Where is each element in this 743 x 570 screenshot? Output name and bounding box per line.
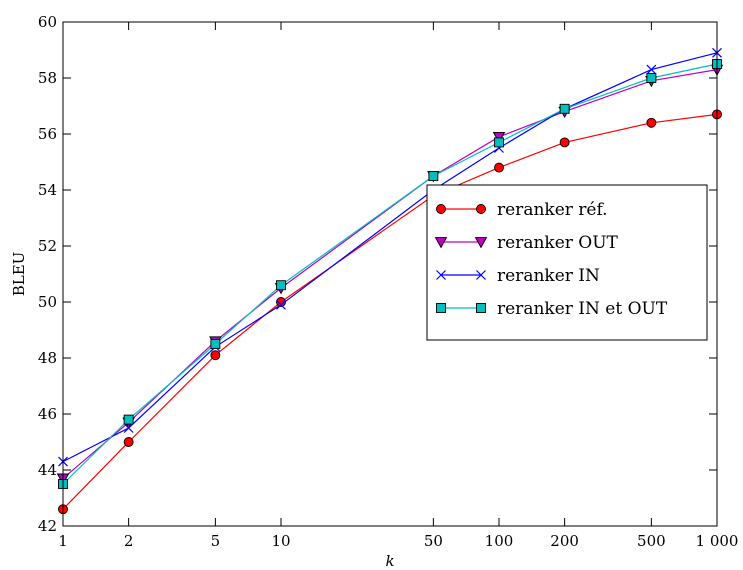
y-tick-label: 54 bbox=[38, 181, 57, 199]
x-tick-label: 5 bbox=[211, 532, 221, 550]
y-tick-label: 44 bbox=[38, 461, 57, 479]
legend-label: reranker réf. bbox=[497, 200, 608, 220]
legend: reranker réf. reranker OUT reranker IN rera… bbox=[426, 184, 708, 341]
data-point bbox=[559, 103, 570, 114]
ticks-layer: 42 44 46 48 50 52 54 56 58 60 1 2 5 10 50 100 200 500 1 00… bbox=[38, 13, 739, 550]
y-tick-label: 42 bbox=[38, 517, 57, 535]
data-point bbox=[123, 437, 134, 447]
data-point bbox=[646, 117, 657, 128]
legend-item: reranker réf. bbox=[436, 200, 608, 220]
legend-item: reranker IN bbox=[436, 266, 600, 286]
data-point bbox=[646, 64, 657, 75]
x-tick-label: 2 bbox=[124, 532, 134, 550]
y-tick-label: 56 bbox=[38, 125, 57, 143]
data-point bbox=[123, 414, 134, 425]
x-tick-label: 200 bbox=[550, 532, 579, 550]
legend-marker bbox=[436, 303, 446, 313]
legend-label: reranker IN bbox=[497, 266, 600, 286]
x-tick-label: 10 bbox=[271, 532, 290, 550]
legend-marker bbox=[476, 303, 486, 313]
x-tick-label: 50 bbox=[424, 532, 443, 550]
data-point bbox=[123, 423, 134, 433]
legend-marker bbox=[474, 237, 488, 249]
data-point bbox=[428, 171, 439, 181]
data-point bbox=[210, 339, 221, 349]
legend-marker bbox=[436, 204, 446, 214]
data-point bbox=[559, 137, 570, 148]
y-tick-label: 46 bbox=[38, 405, 57, 423]
x-axis-label: k bbox=[385, 552, 394, 570]
data-point bbox=[494, 137, 504, 148]
legend-marker bbox=[476, 204, 486, 214]
data-point bbox=[494, 162, 504, 173]
data-point bbox=[646, 73, 657, 83]
legend-label: reranker IN et OUT bbox=[497, 299, 668, 319]
legend-item: reranker OUT bbox=[434, 233, 619, 253]
y-tick-label: 48 bbox=[38, 349, 57, 367]
plot-frame bbox=[62, 21, 718, 527]
x-tick-label: 1 bbox=[58, 532, 68, 550]
data-point bbox=[492, 131, 506, 144]
legend-marker bbox=[476, 270, 486, 280]
legend-marker bbox=[436, 270, 446, 280]
y-tick-label: 58 bbox=[38, 69, 57, 87]
x-tick-label: 100 bbox=[485, 532, 514, 550]
data-point bbox=[210, 350, 221, 361]
legend-label: reranker OUT bbox=[497, 233, 619, 253]
legend-item: reranker IN et OUT bbox=[436, 299, 668, 319]
y-tick-label: 50 bbox=[38, 293, 57, 311]
y-tick-label: 52 bbox=[38, 237, 57, 255]
x-tick-label: 1 000 bbox=[696, 532, 739, 550]
data-point bbox=[276, 299, 286, 310]
legend-box bbox=[426, 184, 708, 341]
legend-marker bbox=[434, 237, 448, 249]
y-axis-label: BLEU bbox=[10, 252, 28, 297]
x-tick-label: 500 bbox=[637, 532, 666, 550]
y-tick-label: 60 bbox=[38, 13, 57, 31]
data-point bbox=[276, 280, 286, 291]
